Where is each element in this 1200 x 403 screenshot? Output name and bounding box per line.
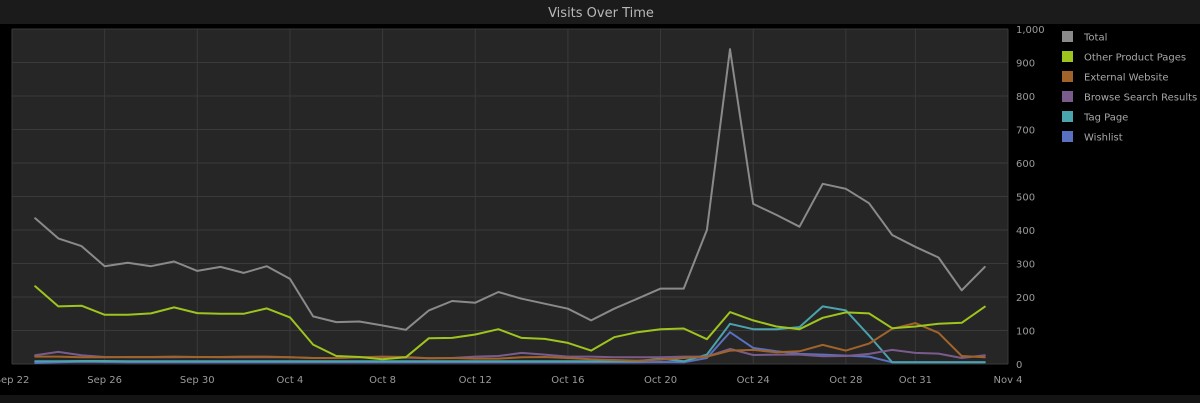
legend: Total Other Product Pages External Website… bbox=[1062, 31, 1197, 144]
y-tick-label: 300 bbox=[1016, 260, 1035, 271]
x-tick-label: Oct 24 bbox=[737, 375, 770, 386]
y-tick-label: 1,000 bbox=[1016, 25, 1045, 36]
series-lines bbox=[34, 48, 986, 364]
y-tick-label: 100 bbox=[1016, 327, 1035, 338]
y-tick-label: 800 bbox=[1016, 92, 1035, 103]
x-tick-label: Oct 31 bbox=[899, 375, 932, 386]
legend-label: Other Product Pages bbox=[1084, 53, 1186, 64]
title-bar bbox=[0, 0, 1200, 24]
y-tick-label: 600 bbox=[1016, 159, 1035, 170]
y-tick-label: 500 bbox=[1016, 193, 1035, 204]
y-tick-label: 400 bbox=[1016, 226, 1035, 237]
grid-lines bbox=[11, 28, 1009, 365]
legend-swatch bbox=[1062, 31, 1073, 42]
x-tick-label: Oct 20 bbox=[644, 375, 677, 386]
x-tick-label: Oct 8 bbox=[369, 375, 396, 386]
y-tick-label: 700 bbox=[1016, 126, 1035, 137]
x-tick-label: Sep 26 bbox=[87, 375, 122, 386]
series-line-external-website bbox=[34, 322, 986, 362]
legend-swatch bbox=[1062, 71, 1073, 82]
x-tick-label: Oct 12 bbox=[459, 375, 492, 386]
legend-swatch bbox=[1062, 51, 1073, 62]
x-tick-label: Oct 4 bbox=[277, 375, 304, 386]
y-tick-label: 900 bbox=[1016, 59, 1035, 70]
series-line-tag-page bbox=[34, 305, 986, 364]
y-tick-label: 0 bbox=[1016, 360, 1022, 371]
legend-label: Tag Page bbox=[1083, 113, 1128, 124]
legend-label: Browse Search Results bbox=[1084, 93, 1197, 104]
legend-label: Wishlist bbox=[1084, 133, 1123, 144]
x-tick-label: Nov 4 bbox=[993, 375, 1022, 386]
x-tick-label: Oct 16 bbox=[551, 375, 584, 386]
series-line-other-product-pages bbox=[34, 285, 986, 361]
series-line-total bbox=[34, 48, 986, 331]
x-axis: Sep 22 Sep 26 Sep 30 Oct 4 Oct 8 Oct 12 Oct 16… bbox=[0, 375, 1023, 386]
x-tick-label: Oct 28 bbox=[829, 375, 862, 386]
legend-label: Total bbox=[1083, 33, 1107, 44]
y-axis: 0 100 200 300 400 500 600 700 800 900 1,000 bbox=[1016, 25, 1045, 371]
x-tick-label: Sep 22 bbox=[0, 375, 29, 386]
bottom-scrollbar-track bbox=[0, 395, 1200, 403]
x-tick-label: Sep 30 bbox=[180, 375, 215, 386]
legend-swatch bbox=[1062, 111, 1073, 122]
chart-title: Visits Over Time bbox=[548, 6, 654, 21]
y-tick-label: 200 bbox=[1016, 293, 1035, 304]
legend-label: External Website bbox=[1084, 73, 1169, 84]
legend-swatch bbox=[1062, 131, 1073, 142]
legend-swatch bbox=[1062, 91, 1073, 102]
